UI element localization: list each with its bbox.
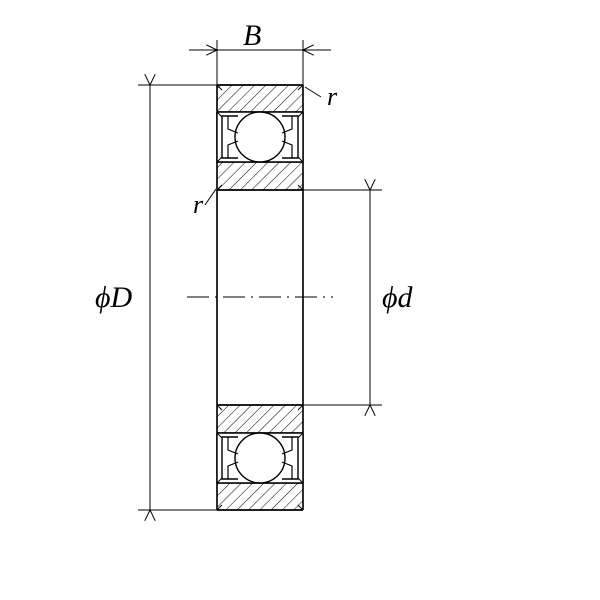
dimension-r-side-label: r xyxy=(193,190,204,219)
bottom-ball xyxy=(235,433,285,483)
dimension-r-side-leader xyxy=(205,189,216,205)
outer-ring-bottom-hatch xyxy=(217,483,303,510)
dimension-r-top-leader xyxy=(305,87,321,97)
dimension-B-label: B xyxy=(243,19,261,52)
outer-ring-top-hatch xyxy=(217,85,303,112)
top-ball xyxy=(235,112,285,162)
inner-ring-bottom-hatch xyxy=(217,405,303,433)
inner-ring-top-hatch xyxy=(217,162,303,190)
dimension-r-top-label: r xyxy=(327,82,338,111)
dimension-d-label: ϕd xyxy=(382,281,414,314)
dimension-D-label: ϕD xyxy=(95,281,133,314)
